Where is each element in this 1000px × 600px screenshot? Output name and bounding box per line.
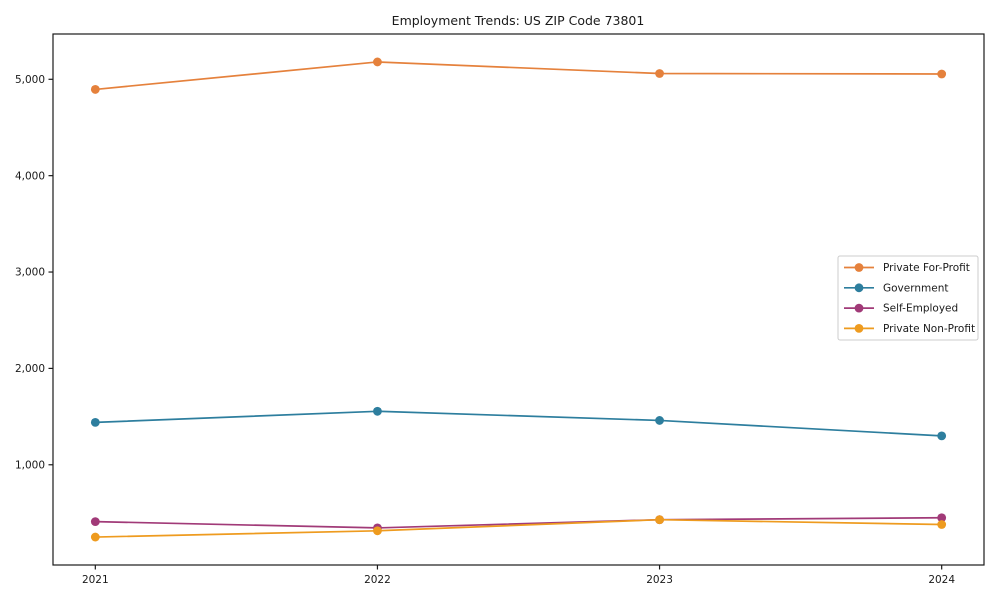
legend-swatch-marker <box>854 263 864 272</box>
x-tick-label: 2024 <box>928 574 955 586</box>
legend-swatch-marker <box>854 303 864 313</box>
x-tick-label: 2021 <box>82 574 109 586</box>
legend-item-label: Private Non-Profit <box>883 323 975 335</box>
data-point-marker-private-non-profit <box>373 526 382 536</box>
plot-area: 1,000 2,000 3,000 4,000 5,000 2021 2022 2023 202… <box>15 33 985 586</box>
legend-item-label: Self-Employed <box>883 303 958 315</box>
y-tick-label: 3,000 <box>15 267 45 279</box>
data-point-marker-self-employed <box>937 513 947 523</box>
data-point-marker-private-non-profit <box>937 520 947 529</box>
chart-title: Employment Trends: US ZIP Code 73801 <box>392 13 645 28</box>
legend-item-private-for-profit: Private For-Profit <box>844 262 970 274</box>
data-point-marker-private-for-profit <box>937 69 947 79</box>
data-point-marker-private-non-profit <box>655 515 664 525</box>
axes-frame <box>52 33 985 566</box>
legend-item-label: Private For-Profit <box>883 262 970 274</box>
data-point-marker-private-for-profit <box>90 85 100 94</box>
y-tick-label: 4,000 <box>15 170 45 182</box>
legend-box <box>837 255 979 341</box>
data-point-marker-government <box>373 406 382 416</box>
data-point-marker-private-for-profit <box>373 57 382 67</box>
legend-item-private-non-profit: Private Non-Profit <box>844 323 975 335</box>
legend-item-label: Government <box>883 282 948 294</box>
y-tick-label: 1,000 <box>15 459 45 471</box>
legend-swatch-marker <box>854 324 864 333</box>
legend-item-government: Government <box>844 282 948 294</box>
series-line-private-non-profit <box>94 518 943 538</box>
data-point-marker-government <box>937 431 947 441</box>
y-tick-label: 2,000 <box>15 363 45 375</box>
legend: Private For-Profit Government Self-Employe… <box>837 255 979 341</box>
legend-item-self-employed: Self-Employed <box>844 303 958 315</box>
x-tick-label: 2022 <box>364 574 391 586</box>
series-line-government <box>94 410 943 437</box>
y-tick-label: 5,000 <box>15 74 45 86</box>
legend-swatch-marker <box>854 283 864 293</box>
data-point-marker-government <box>655 416 664 425</box>
data-point-marker-self-employed <box>90 517 100 527</box>
data-point-marker-government <box>90 417 100 427</box>
data-point-marker-private-non-profit <box>90 532 100 542</box>
series-line-private-for-profit <box>94 61 943 91</box>
x-tick-label: 2023 <box>646 574 673 586</box>
data-point-marker-private-for-profit <box>655 69 664 78</box>
series-line-self-employed <box>94 516 943 529</box>
